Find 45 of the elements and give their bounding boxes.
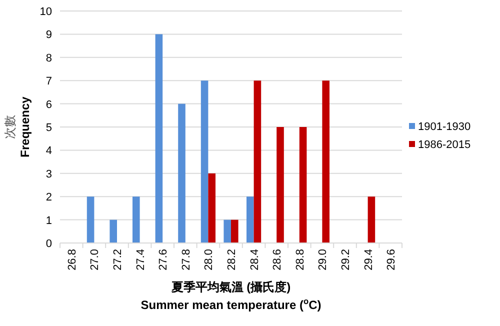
y-tick-label: 7 bbox=[46, 76, 52, 88]
y-tick-label: 5 bbox=[46, 122, 52, 134]
bar bbox=[132, 196, 140, 243]
legend-label: 1901-1930 bbox=[418, 121, 471, 133]
bar bbox=[155, 34, 163, 243]
y-tick-label: 6 bbox=[46, 98, 52, 111]
x-tick-label: 28.2 bbox=[226, 249, 238, 270]
bar bbox=[224, 220, 231, 243]
x-tick-label: 28.8 bbox=[294, 249, 306, 270]
x-tick-label: 26.8 bbox=[66, 249, 78, 270]
x-tick-label: 29.0 bbox=[317, 249, 330, 270]
x-tick-label: 27.8 bbox=[180, 249, 192, 270]
x-tick-label: 28.0 bbox=[203, 249, 216, 270]
y-tick-label: 8 bbox=[46, 52, 52, 64]
bar bbox=[368, 196, 376, 243]
bar bbox=[254, 80, 262, 243]
legend-label: 1986-2015 bbox=[418, 139, 471, 151]
x-tick-label: 29.4 bbox=[362, 249, 375, 270]
y-tick-label: 4 bbox=[46, 145, 52, 158]
y-tick-label: 9 bbox=[46, 29, 52, 42]
x-tick-label: 28.4 bbox=[248, 249, 261, 270]
bar bbox=[200, 80, 208, 243]
y-tick-label: 3 bbox=[46, 168, 52, 180]
y-tick-label: 0 bbox=[46, 238, 52, 250]
y-tick-label: 2 bbox=[46, 192, 52, 204]
x-axis-title: 夏季平均氣溫 (攝氏度) Summer mean temperature ($^{o}$C) bbox=[140, 280, 322, 312]
y-tick-label: 1 bbox=[46, 214, 52, 227]
bar bbox=[178, 104, 186, 243]
bar bbox=[322, 80, 330, 243]
x-tick-label: 28.6 bbox=[272, 249, 284, 270]
x-tick-label: 27.6 bbox=[158, 249, 170, 270]
x-tick-label: 27.0 bbox=[89, 249, 102, 270]
x-tick-label: 29.2 bbox=[340, 249, 352, 270]
bar bbox=[86, 196, 94, 243]
y-axis-title: 次數 Frequency bbox=[3, 96, 32, 158]
bar bbox=[231, 220, 238, 243]
bar bbox=[246, 196, 254, 243]
x-tick-label: 27.4 bbox=[134, 249, 147, 270]
bar bbox=[276, 127, 284, 243]
y-tick-label: 10 bbox=[40, 6, 52, 18]
bar bbox=[110, 220, 117, 243]
x-tick-label: 29.6 bbox=[386, 249, 398, 270]
x-tick-label: 27.2 bbox=[112, 249, 124, 270]
bar bbox=[299, 127, 307, 243]
bar bbox=[208, 173, 216, 243]
